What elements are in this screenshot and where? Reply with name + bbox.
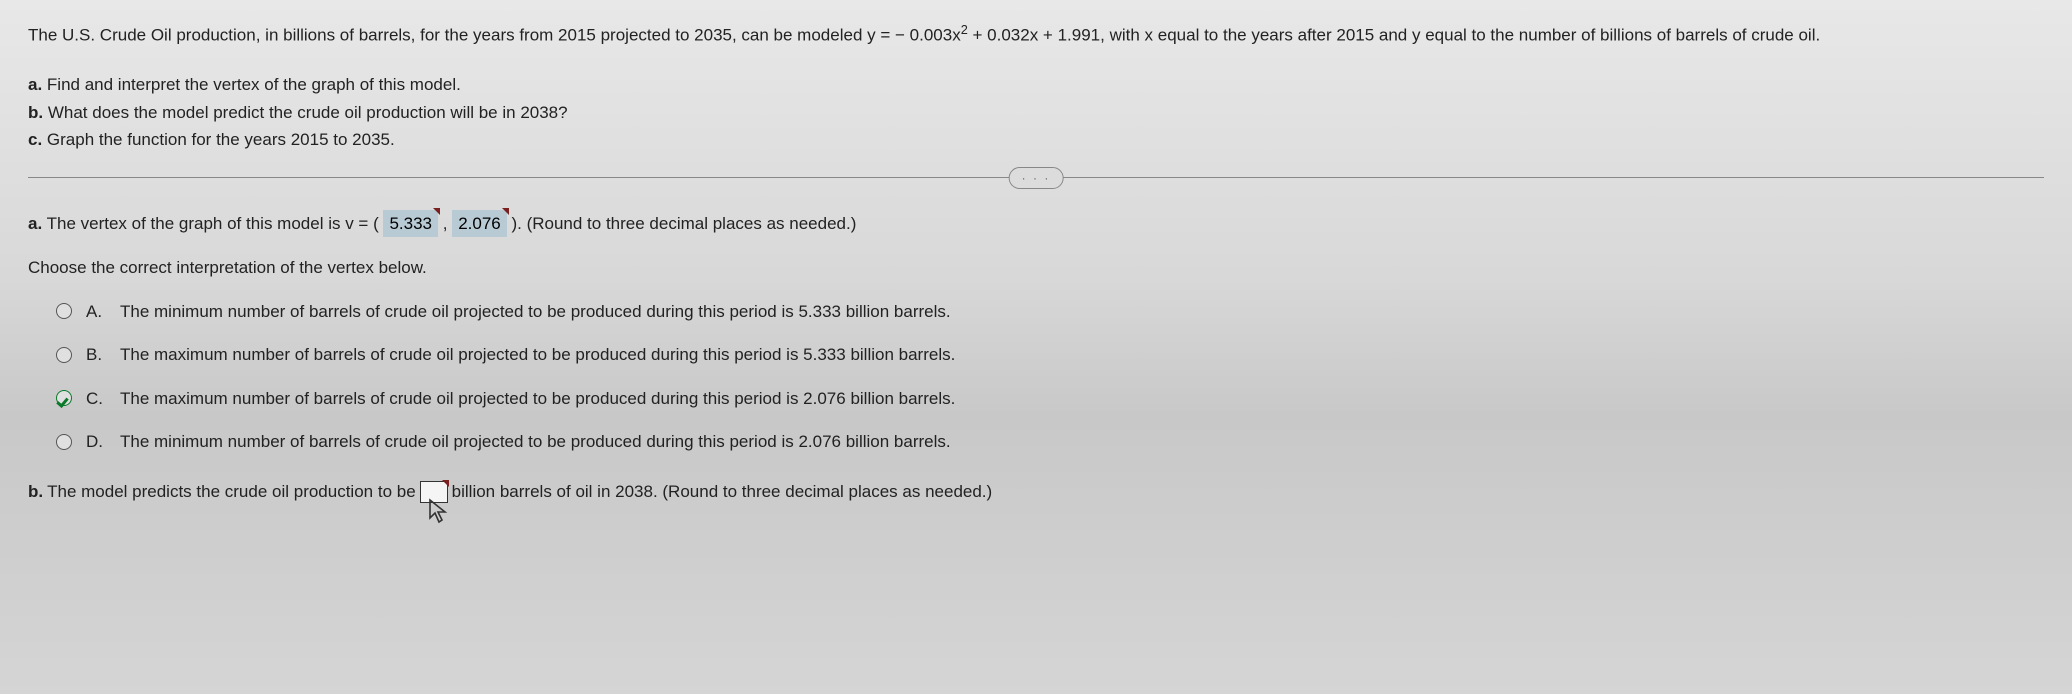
- part-c-label: c.: [28, 130, 42, 149]
- vertex-x-input[interactable]: 5.333: [383, 210, 438, 238]
- choice-text: The maximum number of barrels of crude o…: [120, 386, 955, 412]
- radio-b[interactable]: [56, 347, 72, 363]
- divider: · · ·: [28, 177, 2044, 178]
- production-2038-input[interactable]: [420, 481, 448, 503]
- vertex-y-input[interactable]: 2.076: [452, 210, 507, 238]
- choice-row: A. The minimum number of barrels of crud…: [56, 299, 2044, 325]
- radio-c[interactable]: [56, 390, 72, 406]
- answer-b-line: b. The model predicts the crude oil prod…: [28, 479, 2044, 505]
- part-c-text: Graph the function for the years 2015 to…: [42, 130, 395, 149]
- part-a-text: Find and interpret the vertex of the gra…: [42, 75, 461, 94]
- problem-statement: The U.S. Crude Oil production, in billio…: [28, 20, 2044, 48]
- radio-a[interactable]: [56, 303, 72, 319]
- choice-row: C. The maximum number of barrels of crud…: [56, 386, 2044, 412]
- choice-letter: B.: [86, 342, 106, 368]
- choice-text: The minimum number of barrels of crude o…: [120, 299, 951, 325]
- parts-list: a. Find and interpret the vertex of the …: [28, 72, 2044, 153]
- choice-letter: D.: [86, 429, 106, 455]
- radio-d[interactable]: [56, 434, 72, 450]
- choice-row: B. The maximum number of barrels of crud…: [56, 342, 2044, 368]
- interpretation-label: Choose the correct interpretation of the…: [28, 255, 2044, 281]
- choice-list: A. The minimum number of barrels of crud…: [56, 299, 2044, 455]
- part-b-text: What does the model predict the crude oi…: [43, 103, 567, 122]
- choice-letter: A.: [86, 299, 106, 325]
- answer-a-label: a.: [28, 214, 42, 233]
- answer-a-line: a. The vertex of the graph of this model…: [28, 210, 2044, 238]
- problem-intro: The U.S. Crude Oil production, in billio…: [28, 26, 895, 45]
- choice-row: D. The minimum number of barrels of crud…: [56, 429, 2044, 455]
- choice-letter: C.: [86, 386, 106, 412]
- part-a-label: a.: [28, 75, 42, 94]
- expand-button[interactable]: · · ·: [1009, 167, 1064, 189]
- choice-text: The minimum number of barrels of crude o…: [120, 429, 951, 455]
- choice-text: The maximum number of barrels of crude o…: [120, 342, 955, 368]
- answer-b-label: b.: [28, 479, 43, 505]
- part-b-label: b.: [28, 103, 43, 122]
